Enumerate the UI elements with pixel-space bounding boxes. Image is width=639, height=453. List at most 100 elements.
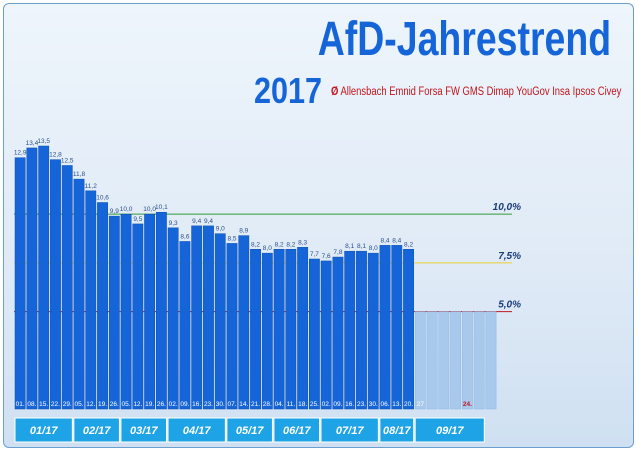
chart-subtitle: Ø Allensbach Emnid Forsa FW GMS Dimap Yo… [331, 86, 621, 98]
bar [50, 159, 61, 410]
future-bar [473, 311, 485, 410]
bar [97, 202, 108, 410]
bar-value-label: 13,5 [37, 138, 50, 145]
month-label: 06/17 [283, 425, 311, 437]
bar [14, 157, 26, 410]
bar-day-label: 01. [16, 401, 25, 408]
bar-value-label: 8,6 [180, 233, 189, 240]
bar [203, 225, 214, 410]
bar-day-label: 08. [27, 401, 36, 408]
bar-day-label: 29. [63, 401, 72, 408]
chart-year: 2017 [254, 70, 323, 111]
bar [344, 250, 356, 410]
bar-day-label: 09. [333, 401, 342, 408]
month-label: 09/17 [436, 425, 464, 437]
bar-day-label: 19. [98, 401, 107, 408]
bar-day-label: 13. [392, 401, 401, 408]
bar [214, 233, 226, 410]
bar-value-label: 12,5 [61, 157, 74, 164]
bar-value-label: 8,5 [227, 235, 236, 242]
bar-value-label: 8,2 [286, 241, 295, 248]
bar-value-label: 9,5 [133, 216, 142, 223]
bar [73, 178, 85, 410]
month-label-box [273, 417, 321, 443]
reference-label-2: 5,0% [498, 300, 521, 311]
bar [273, 249, 285, 410]
bar-value-label: 8,2 [251, 241, 260, 248]
bar-value-label: 9,3 [169, 220, 178, 227]
bar-value-label: 7,6 [322, 253, 331, 260]
bar-day-label: 26. [157, 401, 166, 408]
bar-value-label: 8,4 [392, 237, 401, 244]
bar-value-label: 10,0 [120, 206, 133, 213]
month-label: 03/17 [130, 425, 158, 437]
bar [226, 243, 238, 410]
bar-value-label: 12,9 [14, 150, 27, 157]
month-label: 01/17 [30, 425, 58, 437]
future-bar [462, 311, 473, 410]
reference-label-0: 10,0% [493, 202, 521, 213]
month-label: 08/17 [383, 425, 411, 437]
future-day-label: 27 [417, 401, 425, 408]
reference-label-1: 7,5% [498, 251, 521, 262]
bar-value-label: 12,8 [49, 152, 62, 159]
month-label: 05/17 [236, 425, 264, 437]
bar-day-label: 18. [298, 401, 307, 408]
month-label-box [226, 417, 273, 443]
bar-value-label: 8,9 [239, 228, 248, 235]
bar [191, 225, 203, 410]
bar [309, 258, 320, 410]
bar-value-label: 9,4 [192, 218, 201, 225]
bar-value-label: 7,8 [333, 249, 342, 256]
bar-day-label: 05. [122, 401, 131, 408]
bar-value-label: 8,0 [369, 245, 378, 252]
bar-day-label: 02. [169, 401, 178, 408]
bar-day-label: 12. [133, 401, 142, 408]
bar-day-label: 16. [345, 401, 354, 408]
bar-day-label: 12. [86, 401, 95, 408]
bar-value-label: 11,2 [85, 183, 98, 190]
bar-day-label: 26. [110, 401, 119, 408]
bar [391, 245, 403, 410]
bar-day-label: 11. [287, 401, 296, 408]
month-label-box [320, 417, 379, 443]
bar [167, 227, 179, 410]
bar [38, 145, 50, 410]
bar-value-label: 9,4 [204, 218, 213, 225]
bar-day-label: 28. [263, 401, 272, 408]
month-label-box [14, 417, 73, 443]
month-label-box [73, 417, 120, 443]
bar-day-label: 23. [204, 401, 213, 408]
bar-day-label: 19. [145, 401, 154, 408]
future-bar [438, 311, 450, 410]
bar [320, 260, 332, 410]
bar-day-label: 07. [227, 401, 236, 408]
bar [144, 213, 156, 410]
poll-sources: Allensbach Emnid Forsa FW GMS Dimap YouG… [340, 86, 622, 98]
month-label: 02/17 [83, 425, 111, 437]
bar-value-label: 11,8 [73, 171, 86, 178]
bar-value-label: 10,1 [155, 204, 168, 211]
month-label-box [167, 417, 226, 443]
bar [85, 190, 97, 410]
bar-day-label: 30. [216, 401, 225, 408]
bar-day-label: 02. [322, 401, 331, 408]
bar-value-label: 10,0 [143, 206, 156, 213]
bar-value-label: 8,2 [404, 241, 413, 248]
chart-title: AfD-Jahrestrend [317, 13, 611, 66]
bar-day-label: 20. [404, 401, 413, 408]
bar-value-label: 9,0 [216, 226, 225, 233]
bar-value-label: 13,4 [26, 140, 39, 147]
bar-day-label: 04. [275, 401, 284, 408]
month-label: 07/17 [336, 425, 364, 437]
future-bar [485, 311, 497, 410]
bar [332, 256, 344, 410]
bar [132, 223, 144, 410]
bar-day-label: 25. [310, 401, 319, 408]
future-bar [450, 311, 462, 410]
month-label-box [379, 417, 415, 443]
bar-value-label: 8,3 [298, 239, 307, 246]
bar [261, 252, 273, 410]
bar [155, 211, 167, 410]
